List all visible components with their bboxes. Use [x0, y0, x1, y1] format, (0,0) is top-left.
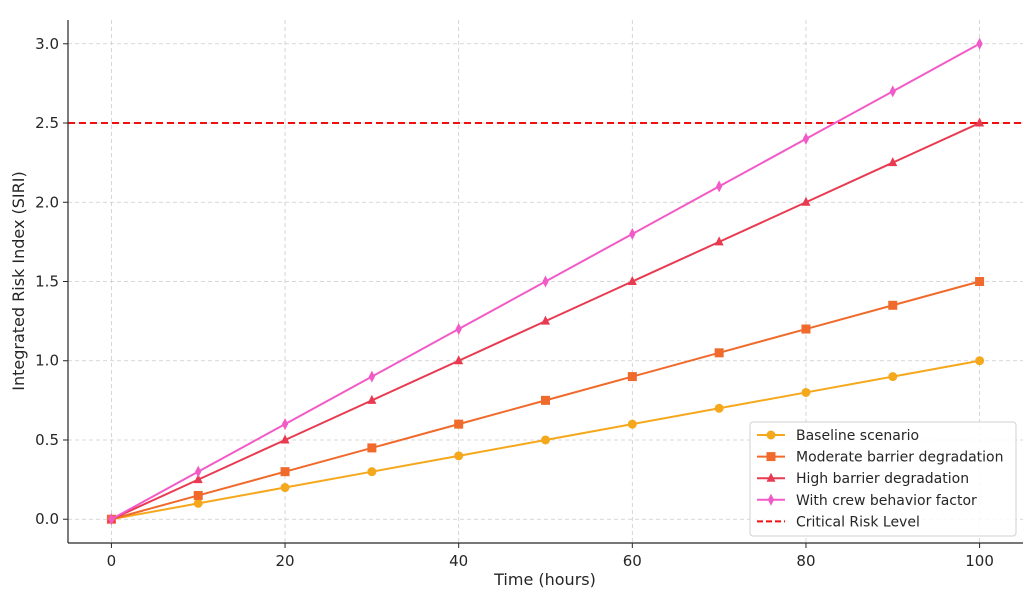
data-point	[801, 196, 811, 206]
data-point	[801, 387, 811, 397]
data-point	[975, 117, 985, 127]
data-point	[541, 395, 550, 405]
data-point	[802, 132, 810, 145]
data-point	[454, 419, 464, 429]
x-tick-label: 40	[449, 552, 468, 570]
x-tick-label: 100	[965, 552, 994, 570]
data-point	[193, 490, 203, 500]
data-point	[888, 300, 898, 310]
legend-box	[749, 421, 1017, 537]
data-point	[714, 236, 724, 246]
data-point	[627, 372, 637, 382]
legend: Baseline scenario Moderate barrier degrad…	[749, 421, 1017, 537]
axes: 0 20 40 60 80 100 0.0 0.5 1.0 1.5 2.0 2.5 3.0	[35, 20, 1023, 570]
data-point	[454, 451, 464, 461]
data-point	[367, 467, 377, 477]
data-point	[541, 315, 550, 325]
legend-label: Moderate barrier degradation	[796, 450, 1003, 466]
data-point	[280, 467, 290, 477]
data-point	[975, 277, 985, 286]
data-point	[542, 275, 549, 288]
data-point	[281, 418, 289, 431]
y-tick-label: 0.0	[35, 510, 59, 528]
data-point	[975, 356, 985, 366]
data-point	[888, 372, 898, 382]
data-point	[627, 419, 637, 429]
y-tick-label: 3.0	[35, 35, 59, 53]
legend-marker	[766, 452, 776, 462]
data-point	[195, 465, 202, 478]
data-point	[193, 498, 203, 508]
data-point	[976, 37, 983, 50]
data-point	[454, 355, 464, 365]
data-point	[888, 157, 898, 167]
legend-label: Critical Risk Level	[796, 514, 920, 530]
y-tick-label: 2.5	[35, 114, 59, 132]
data-point	[367, 394, 377, 404]
data-point	[715, 180, 723, 193]
y-tick-label: 1.5	[35, 273, 59, 291]
data-point	[108, 513, 115, 526]
y-tick-label: 2.0	[35, 193, 59, 211]
data-point	[368, 370, 376, 383]
legend-marker	[767, 493, 775, 506]
data-point	[541, 435, 550, 445]
data-point	[889, 85, 896, 98]
legend-label: With crew behavior factor	[796, 493, 977, 509]
x-tick-label: 20	[275, 552, 294, 570]
data-point	[280, 434, 290, 444]
legend-marker	[766, 430, 776, 440]
y-tick-label: 1.0	[35, 352, 59, 370]
data-point	[367, 443, 377, 453]
data-point	[714, 403, 724, 413]
legend-label: Baseline scenario	[796, 428, 919, 444]
series-2	[106, 117, 985, 523]
y-tick-label: 0.5	[35, 431, 59, 449]
legend-label: High barrier degradation	[796, 471, 969, 487]
data-point	[801, 324, 811, 334]
x-tick-label: 0	[107, 552, 117, 570]
data-point	[629, 227, 636, 240]
x-axis-label: Time (hours)	[493, 570, 596, 589]
data-point	[627, 276, 637, 285]
data-point	[714, 348, 724, 358]
series-3	[108, 37, 983, 526]
x-tick-label: 80	[796, 552, 815, 570]
legend-marker	[766, 472, 776, 482]
series-1	[106, 277, 985, 524]
data-point	[455, 323, 462, 336]
data-point	[280, 483, 290, 493]
series-group	[106, 37, 985, 526]
x-tick-label: 60	[623, 552, 642, 570]
y-axis-label: Integrated Risk Index (SIRI)	[9, 171, 28, 390]
data-point	[193, 474, 203, 484]
